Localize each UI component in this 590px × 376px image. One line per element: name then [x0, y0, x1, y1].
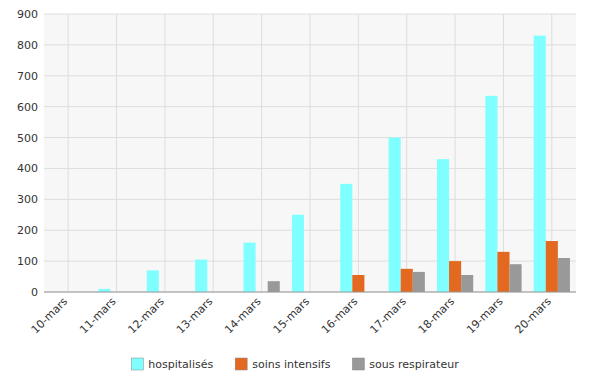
x-grid-line: [310, 14, 311, 292]
legend-swatch: [352, 358, 364, 370]
x-tick-label: 19-mars: [464, 295, 506, 337]
bar: [510, 264, 522, 292]
y-tick-label: 400: [17, 162, 38, 175]
bar: [401, 269, 413, 292]
legend-item: hospitalisés: [131, 358, 213, 371]
x-grid-line: [455, 14, 456, 292]
bar: [461, 275, 473, 292]
x-tick-label: 14-mars: [222, 295, 264, 337]
y-tick-label: 700: [17, 70, 38, 83]
legend-item: soins intensifs: [235, 358, 330, 371]
legend-swatch: [131, 358, 143, 370]
bar: [534, 36, 546, 292]
x-grid-line: [164, 14, 165, 292]
bars: [98, 36, 570, 292]
y-grid-line: [44, 292, 576, 293]
x-tick-label: 15-mars: [271, 295, 313, 337]
x-grid-line: [68, 14, 69, 292]
bar: [147, 270, 159, 292]
x-grid-line: [358, 14, 359, 292]
x-grid-line: [406, 14, 407, 292]
bar: [389, 138, 401, 292]
legend-label: hospitalisés: [148, 358, 213, 371]
grid: [44, 14, 576, 292]
y-tick-label: 800: [17, 39, 38, 52]
y-tick-label: 0: [31, 286, 38, 299]
bar: [546, 241, 558, 292]
bar: [352, 275, 364, 292]
x-tick-label: 16-mars: [319, 295, 361, 337]
chart: 0 100 200 300 400 500 600 700 800 900 10-mars11-ma…: [0, 0, 590, 376]
bar: [292, 215, 304, 292]
x-grid-line: [503, 14, 504, 292]
x-tick-label: 13-mars: [174, 295, 216, 337]
legend: hospitalisés soins intensifs sous respirat…: [131, 358, 459, 371]
bar: [340, 184, 352, 292]
x-tick-label: 11-mars: [77, 295, 119, 337]
y-tick-label: 300: [17, 193, 38, 206]
y-tick-label: 100: [17, 255, 38, 268]
bar: [558, 258, 570, 292]
bar: [449, 261, 461, 292]
x-grid-line: [261, 14, 262, 292]
x-grid-line: [116, 14, 117, 292]
y-tick-label: 500: [17, 132, 38, 145]
x-tick-label: 12-mars: [126, 295, 168, 337]
x-tick-label: 17-mars: [367, 295, 409, 337]
x-tick-label: 18-mars: [416, 295, 458, 337]
legend-label: sous respirateur: [369, 358, 459, 371]
plot-area: [44, 14, 576, 292]
x-axis-line: [44, 292, 576, 293]
bar: [244, 243, 256, 292]
bar: [497, 252, 509, 292]
bar: [195, 260, 207, 292]
legend-item: sous respirateur: [352, 358, 459, 371]
x-tick-label: 20-mars: [512, 295, 554, 337]
bar: [268, 281, 280, 292]
x-tick-label: 10-mars: [29, 295, 71, 337]
y-tick-label: 900: [17, 8, 38, 21]
bar: [413, 272, 425, 292]
y-tick-label: 200: [17, 224, 38, 237]
x-grid-line: [213, 14, 214, 292]
legend-swatch: [235, 358, 247, 370]
bar: [437, 159, 449, 292]
bar: [485, 96, 497, 292]
y-tick-label: 600: [17, 101, 38, 114]
legend-label: soins intensifs: [252, 358, 330, 371]
